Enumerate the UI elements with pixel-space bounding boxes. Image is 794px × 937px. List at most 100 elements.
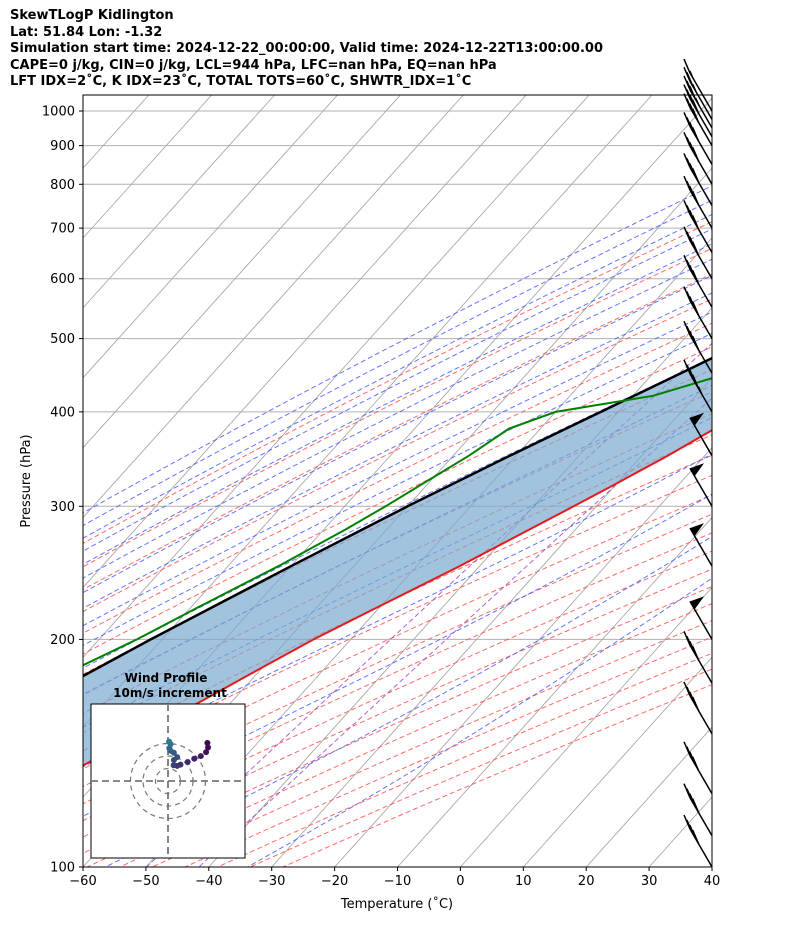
isotherm [460,586,712,867]
cin-shaded-area [83,358,712,766]
barb-half [692,84,697,92]
dry-adiabat [83,532,712,822]
isotherm [83,95,338,379]
barb-half [694,97,700,106]
hodograph-point [166,738,173,745]
barb-full [691,301,700,316]
barb-full [691,215,700,230]
wind-barb [683,814,713,868]
barb-staff [689,601,713,640]
barb-full [691,645,700,661]
moist-adiabat [83,493,712,817]
barb-full [691,374,700,390]
wind-barb [683,131,713,185]
barb-full [691,99,700,114]
barb-full [686,72,694,87]
location-line: Lat: 51.84 Lon: -1.32 [10,24,163,40]
barb-full [691,756,700,772]
wind-barb [683,783,713,837]
x-tick-label: 10 [515,874,532,889]
barb-full [689,85,697,101]
dry-adiabat [83,273,712,591]
wind-barb [683,359,713,413]
x-tick-label: 20 [578,874,595,889]
x-tick-label: −10 [384,874,411,889]
dry-adiabat [83,298,712,613]
wind-barb [683,175,713,229]
cin-area [83,358,712,766]
isotherm [83,95,590,659]
isotherm [83,95,213,239]
profile-lines [83,356,712,767]
dry-adiabat [83,247,712,568]
moist-adiabat [83,357,712,669]
hodograph-point [174,754,181,761]
isotherm [83,95,464,519]
isotherm [775,95,794,867]
barb-full [691,829,700,845]
temperature-line [83,429,712,767]
y-tick-label: 1000 [42,105,75,120]
wind-barb [683,84,713,137]
x-tick-label: 30 [641,874,658,889]
x-tick-label: 0 [456,874,464,889]
x-axis-label: Temperature (˚C) [340,896,453,912]
moist-adiabat [83,213,712,539]
wind-barb [683,255,713,308]
barb-full [691,146,700,162]
barb-staff [689,72,713,112]
isotherm [397,516,712,867]
hodograph-point [184,758,191,765]
barb-full [691,241,700,257]
y-tick-label: 100 [50,861,75,876]
index-line: LFT IDX=2˚C, K IDX=23˚C, TOTAL TOTS=60˚C… [10,74,472,89]
chart-title: SkewTLogP Kidlington [10,8,174,23]
hodograph-point [191,755,198,762]
isotherm [83,95,275,309]
wind-barb [683,286,713,339]
barb-full [691,108,700,123]
barb-full [691,335,700,351]
wind-barb [683,153,713,206]
isotherm [334,446,712,867]
barb-flag [690,463,704,477]
moist-adiabat [83,199,712,527]
isotherm [83,95,527,589]
hodograph-point [197,753,204,760]
dry-adiabat [83,346,712,655]
barb-full [683,58,691,74]
isotherm [711,866,712,867]
hodograph-point [203,749,210,756]
dry-adiabat [83,494,712,788]
moist-adiabat [83,292,712,609]
isotherm [83,95,401,449]
wind-barb [683,630,713,684]
wind-barb [683,741,713,795]
wind-barb [689,412,713,457]
y-axis: 100 200 300 400 500 600 700 800 900 1000 [42,105,83,876]
wind-barb [683,226,713,280]
x-tick-label: −40 [195,874,222,889]
wind-barb [683,75,713,129]
hodograph-point [205,744,212,751]
x-tick-label: −20 [321,874,348,889]
wind-barb [689,523,713,567]
y-tick-label: 300 [50,500,75,515]
wind-barbs [683,58,713,868]
hodograph-subtitle: 10m/s increment [113,686,227,700]
barb-flag [690,412,704,426]
isotherm [585,726,712,867]
moist-adiabat [83,453,712,768]
wind-barb [683,112,713,165]
y-tick-label: 800 [50,178,75,193]
barb-full [691,798,700,814]
wind-barb [683,320,713,374]
x-tick-label: −30 [258,874,285,889]
y-tick-label: 900 [50,139,75,154]
y-tick-label: 400 [50,405,75,420]
x-tick-label: −50 [132,874,159,889]
dry-adiabat [83,454,712,752]
barb-full [691,127,700,142]
y-axis-label: Pressure (hPa) [19,434,34,527]
